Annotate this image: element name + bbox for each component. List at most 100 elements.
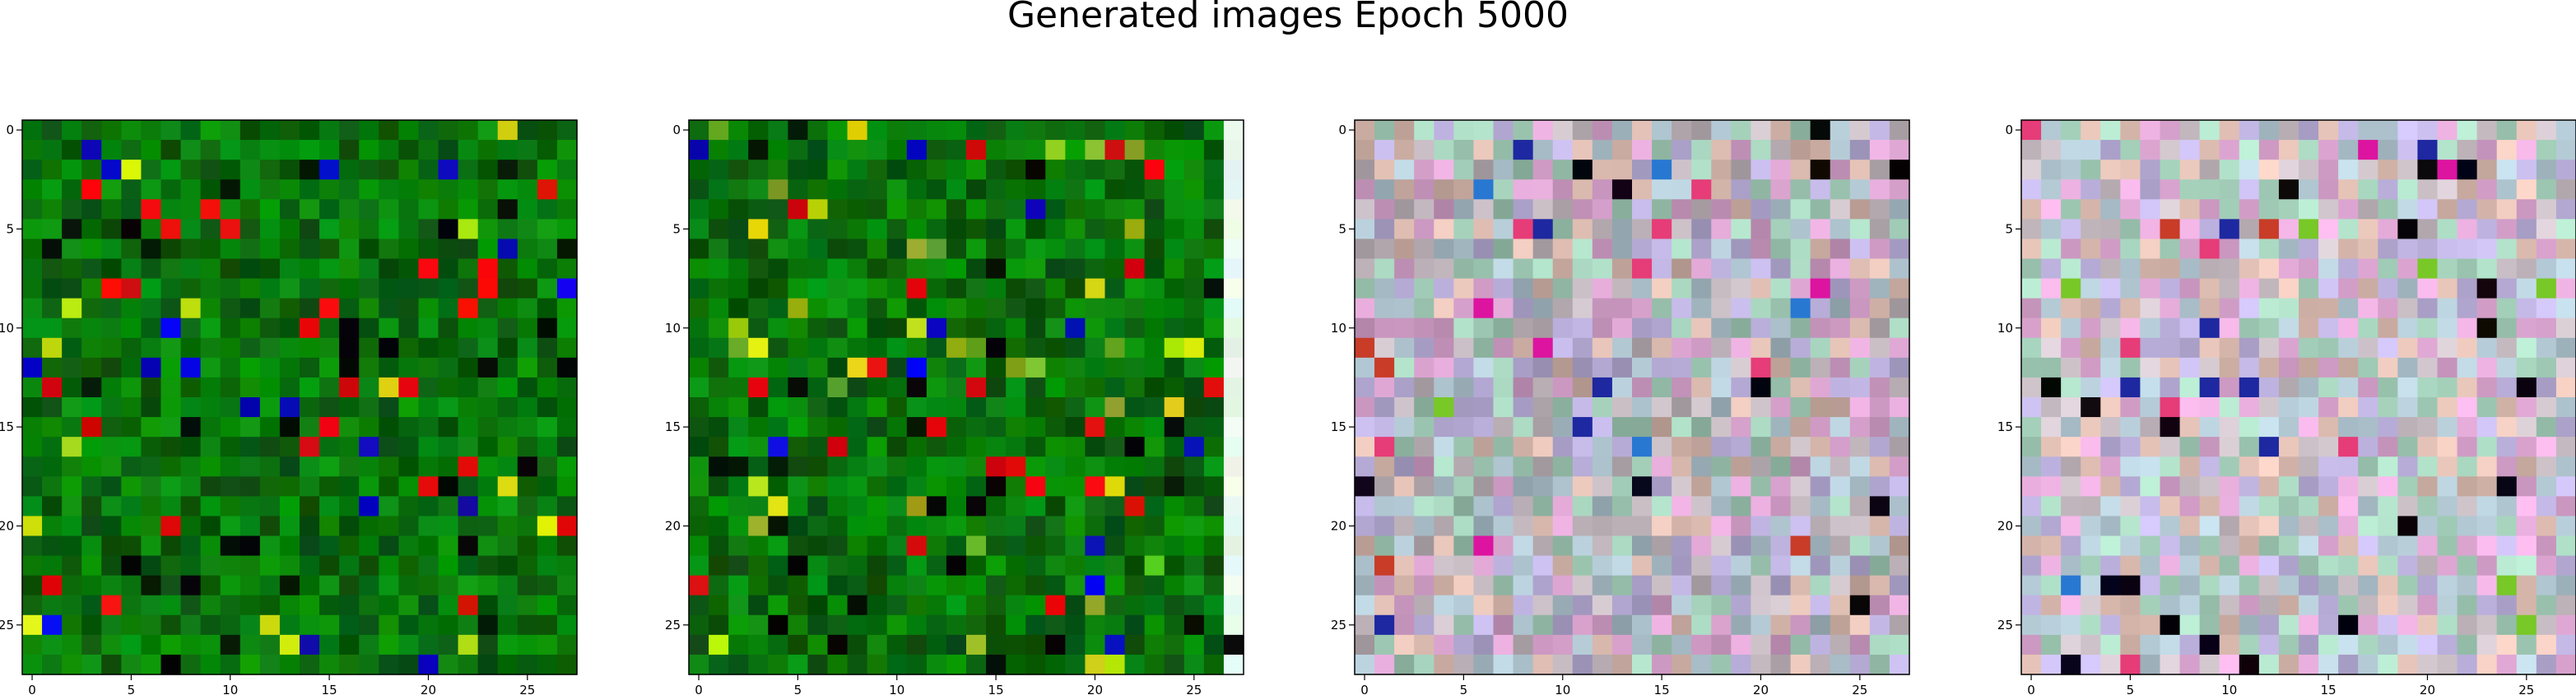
pixel-cell bbox=[497, 278, 518, 299]
pixel-cell bbox=[1085, 337, 1106, 359]
pixel-cell bbox=[2299, 397, 2319, 418]
pixel-cell bbox=[2219, 595, 2240, 616]
pixel-cell bbox=[2417, 555, 2439, 577]
pixel-cell bbox=[81, 179, 102, 200]
pixel-cell bbox=[1203, 258, 1225, 280]
pixel-cell bbox=[477, 140, 499, 160]
pixel-cell bbox=[2100, 239, 2121, 260]
pixel-cell bbox=[2358, 298, 2378, 319]
pixel-cell bbox=[2081, 179, 2101, 200]
pixel-cell bbox=[1532, 179, 1554, 200]
pixel-cell bbox=[1572, 337, 1593, 359]
pixel-cell bbox=[2179, 317, 2201, 339]
pixel-cell bbox=[1374, 595, 1395, 616]
pixel-cell bbox=[886, 337, 908, 359]
pixel-cell bbox=[1790, 278, 1811, 299]
pixel-cell bbox=[2140, 140, 2161, 160]
pixel-cell bbox=[1513, 337, 1534, 359]
pixel-cell bbox=[2318, 258, 2339, 280]
pixel-cell bbox=[1572, 595, 1593, 616]
pixel-cell bbox=[300, 357, 320, 378]
pixel-cell bbox=[81, 634, 102, 656]
pixel-cell bbox=[1045, 219, 1066, 240]
pixel-cell bbox=[2358, 456, 2378, 477]
pixel-cell bbox=[1006, 535, 1026, 557]
pixel-cell bbox=[1532, 377, 1554, 398]
pixel-cell bbox=[709, 199, 729, 220]
pixel-cell bbox=[926, 298, 947, 319]
pixel-cell bbox=[2299, 219, 2319, 240]
pixel-cell bbox=[689, 595, 709, 616]
pixel-cell bbox=[986, 614, 1007, 636]
x-tick-label: 0 bbox=[695, 683, 703, 695]
pixel-cell bbox=[2219, 179, 2240, 200]
pixel-cell bbox=[2258, 239, 2280, 260]
pixel-cell bbox=[768, 595, 788, 616]
pixel-cell bbox=[2397, 120, 2419, 141]
pixel-cell bbox=[1849, 120, 1871, 141]
pixel-cell bbox=[42, 317, 63, 339]
pixel-cell bbox=[1552, 516, 1574, 537]
pixel-cell bbox=[220, 278, 241, 299]
pixel-cell bbox=[160, 179, 182, 200]
pixel-cell bbox=[2476, 397, 2498, 418]
pixel-cell bbox=[1869, 337, 1890, 359]
pixel-cell bbox=[279, 278, 300, 299]
pixel-cell bbox=[1611, 179, 1633, 200]
pixel-cell bbox=[827, 437, 849, 457]
pixel-cell bbox=[1355, 496, 1375, 517]
pixel-cell bbox=[1731, 278, 1752, 299]
pixel-cell bbox=[2318, 555, 2339, 577]
pixel-cell bbox=[1414, 199, 1434, 220]
pixel-cell bbox=[2278, 437, 2299, 457]
pixel-cell bbox=[2100, 298, 2121, 319]
pixel-cell bbox=[1374, 357, 1395, 378]
pixel-cell bbox=[1025, 496, 1046, 517]
pixel-cell bbox=[926, 397, 947, 418]
pixel-cell bbox=[2239, 140, 2260, 160]
pixel-cell bbox=[259, 278, 281, 299]
pixel-cell bbox=[2358, 614, 2378, 636]
pixel-cell bbox=[1672, 298, 1692, 319]
pixel-cell bbox=[1473, 496, 1495, 517]
pixel-cell bbox=[1203, 219, 1225, 240]
pixel-cell bbox=[1711, 535, 1732, 557]
pixel-cell bbox=[2437, 654, 2458, 675]
pixel-cell bbox=[748, 298, 769, 319]
pixel-cell bbox=[2021, 437, 2042, 457]
pixel-cell bbox=[886, 219, 908, 240]
pixel-cell bbox=[1513, 437, 1534, 457]
pixel-cell bbox=[2061, 496, 2081, 517]
pixel-cell bbox=[42, 160, 63, 180]
pixel-cell bbox=[22, 535, 43, 557]
pixel-cell bbox=[2239, 437, 2260, 457]
pixel-cell bbox=[1394, 258, 1415, 280]
pixel-cell bbox=[42, 595, 63, 616]
pixel-cell bbox=[2397, 437, 2419, 457]
x-tick-label: 20 bbox=[421, 683, 436, 695]
pixel-cell bbox=[1025, 595, 1046, 616]
pixel-cell bbox=[477, 219, 499, 240]
pixel-cell bbox=[2140, 476, 2161, 497]
pixel-cell bbox=[906, 595, 928, 616]
pixel-cell bbox=[2179, 417, 2201, 438]
x-tick-label: 25 bbox=[2518, 683, 2534, 695]
pixel-cell bbox=[81, 140, 102, 160]
pixel-cell bbox=[101, 317, 122, 339]
pixel-cell bbox=[2358, 199, 2378, 220]
pixel-cell bbox=[748, 317, 769, 339]
pixel-cell bbox=[1414, 337, 1434, 359]
pixel-cell bbox=[728, 634, 749, 656]
pixel-cell bbox=[2476, 219, 2498, 240]
pixel-cell bbox=[2397, 496, 2419, 517]
pixel-cell bbox=[2536, 575, 2557, 596]
pixel-cell bbox=[2041, 496, 2062, 517]
pixel-cell bbox=[926, 239, 947, 260]
pixel-cell bbox=[398, 317, 420, 339]
pixel-cell bbox=[2140, 160, 2161, 180]
pixel-cell bbox=[180, 317, 202, 339]
pixel-cell bbox=[1045, 397, 1066, 418]
pixel-cell bbox=[1691, 337, 1712, 359]
pixel-cell bbox=[807, 258, 829, 280]
pixel-cell bbox=[2496, 258, 2518, 280]
